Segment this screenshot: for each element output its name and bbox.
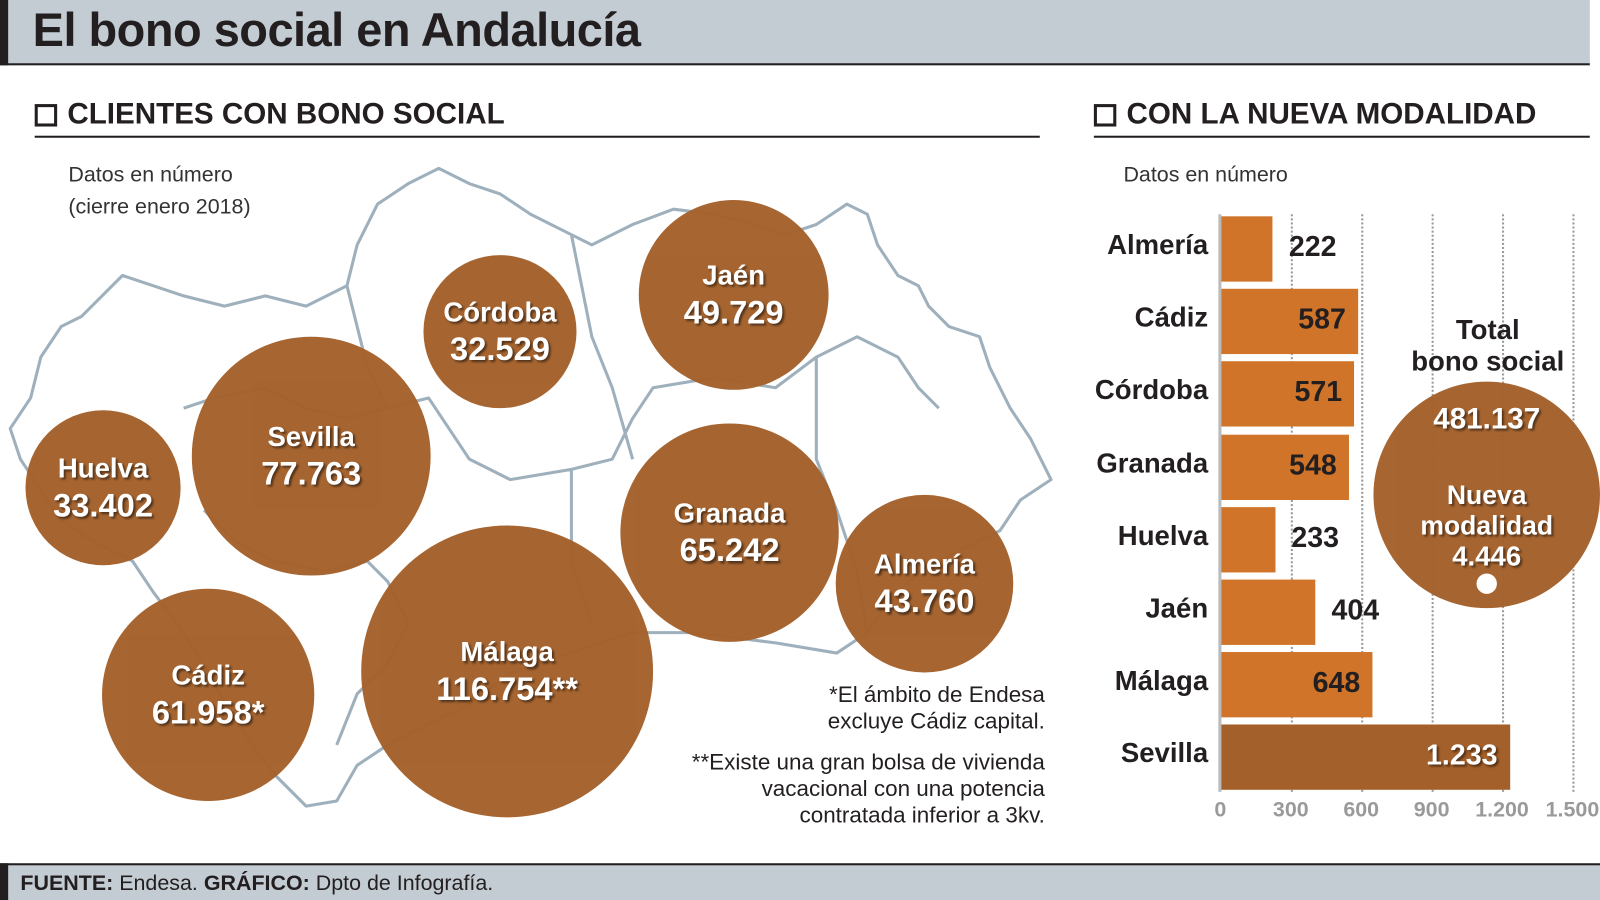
bubble-name: Córdoba	[443, 296, 557, 328]
bar-granada	[1220, 434, 1350, 500]
x-tick-label: 1.500	[1545, 797, 1600, 822]
left-heading-text: CLIENTES CON BONO SOCIAL	[67, 97, 505, 131]
x-tick-label: 300	[1272, 797, 1309, 822]
bar-category-label: Granada	[1096, 447, 1209, 479]
bubble-granada: Granada 65.242	[620, 423, 839, 642]
bubble-name: Almería	[873, 548, 976, 580]
bar-category-label: Málaga	[1114, 665, 1209, 697]
source-label: FUENTE:	[20, 871, 114, 895]
bubble-name: Sevilla	[267, 421, 355, 453]
right-heading-text: CON LA NUEVA MODALIDAD	[1126, 97, 1537, 131]
total-label-line: bono social	[1411, 345, 1565, 377]
footer: FUENTE: Endesa. GRÁFICO: Dpto de Infogra…	[0, 863, 1600, 900]
footnote-2: **Existe una gran bolsa de vivienda vaca…	[692, 749, 1045, 829]
bar-value-label: 571	[1294, 375, 1343, 408]
y-axis-line	[1218, 214, 1222, 792]
bubble-name: Málaga	[460, 636, 554, 668]
grid-line	[1361, 214, 1364, 792]
bubble-sevilla: Sevilla 77.763	[192, 337, 431, 576]
bubble-value: 116.754**	[436, 670, 578, 708]
bubble-name: Granada	[673, 497, 786, 529]
bubble-name: Huelva	[57, 453, 149, 484]
total-bubble: 481.137 Nueva modalidad 4.446	[1373, 381, 1600, 609]
bar-almería	[1220, 216, 1273, 282]
bubble-huelva: Huelva 33.402	[25, 409, 181, 566]
andalucia-map-outline	[8, 166, 1053, 808]
graphic-text: Dpto de Infografía.	[315, 871, 494, 895]
bar-category-label: Huelva	[1117, 520, 1209, 551]
bar-córdoba	[1220, 361, 1355, 427]
bar-jaén	[1220, 579, 1316, 645]
bar-category-label: Almería	[1107, 229, 1209, 261]
bubble-value: 77.763	[261, 455, 362, 492]
new-modality-dot	[1476, 573, 1497, 594]
bar-value-label: 548	[1289, 448, 1337, 481]
footnote-1: *El ámbito de Endesa excluye Cádiz capit…	[828, 682, 1045, 735]
bar-huelva	[1220, 506, 1276, 573]
total-value: 481.137	[1433, 403, 1541, 436]
note-line: Datos en número	[68, 163, 233, 187]
bubble-almería: Almería 43.760	[835, 494, 1014, 673]
bubble-málaga: Málaga 116.754**	[361, 525, 653, 818]
bar-málaga	[1220, 652, 1373, 718]
bubble-value: 43.760	[874, 582, 975, 620]
x-tick-label: 900	[1413, 797, 1450, 822]
bubble-value: 32.529	[450, 330, 550, 368]
bar-category-label: Córdoba	[1094, 374, 1209, 406]
left-note: Datos en número (cierre enero 2018)	[68, 159, 250, 222]
new-label: Nueva	[1446, 479, 1527, 511]
bar-category-label: Cádiz	[1134, 302, 1209, 333]
header-bar: El bono social en Andalucía	[0, 0, 1590, 66]
square-icon	[34, 103, 58, 127]
bar-value-label: 404	[1331, 593, 1380, 626]
bubble-cádiz: Cádiz 61.958*	[101, 588, 315, 802]
grid-line	[1290, 214, 1293, 792]
bubble-name: Cádiz	[171, 660, 245, 691]
bar-cádiz	[1220, 288, 1359, 355]
bar-category-label: Jaén	[1145, 592, 1209, 624]
footnote-line: vacacional con una potencia	[761, 775, 1045, 802]
bubble-name: Jaén	[702, 260, 766, 291]
bar-value-label: 587	[1298, 303, 1346, 335]
footnote-line: **Existe una gran bolsa de vivienda	[691, 748, 1045, 775]
bubble-value: 65.242	[679, 531, 780, 569]
square-icon	[1093, 103, 1117, 127]
x-tick-label: 600	[1343, 797, 1380, 822]
bar-sevilla	[1220, 724, 1510, 791]
x-tick-label: 1.200	[1475, 797, 1529, 822]
footnote-line: excluye Cádiz capital.	[827, 708, 1045, 734]
bubble-córdoba: Córdoba 32.529	[423, 254, 577, 409]
total-label: Total bono social	[1406, 314, 1569, 377]
bar-value-label: 1.233	[1426, 739, 1498, 771]
source-text: Endesa.	[119, 871, 198, 895]
bar-value-label: 222	[1288, 230, 1337, 263]
bubble-jaén: Jaén 49.729	[638, 199, 829, 391]
bar-value-label: 648	[1312, 666, 1361, 699]
page-title: El bono social en Andalucía	[32, 3, 641, 57]
footnote-line: contratada inferior a 3kv.	[799, 802, 1045, 828]
new-value: 4.446	[1452, 540, 1522, 572]
right-section-heading: CON LA NUEVA MODALIDAD	[1093, 97, 1590, 138]
left-section-heading: CLIENTES CON BONO SOCIAL	[34, 97, 1040, 138]
bar-value-label: 233	[1291, 521, 1340, 553]
footnote-line: *El ámbito de Endesa	[828, 681, 1045, 708]
note-line: (cierre enero 2018)	[68, 194, 251, 219]
total-label-line: Total	[1455, 314, 1520, 345]
new-label: modalidad	[1420, 510, 1554, 541]
x-tick-label: 0	[1214, 797, 1227, 822]
graphic-label: GRÁFICO:	[203, 871, 310, 895]
bar-category-label: Sevilla	[1120, 738, 1209, 769]
right-note: Datos en número	[1123, 163, 1288, 187]
bubble-value: 33.402	[53, 486, 153, 524]
bubble-value: 49.729	[683, 293, 784, 331]
bubble-value: 61.958*	[151, 693, 265, 731]
